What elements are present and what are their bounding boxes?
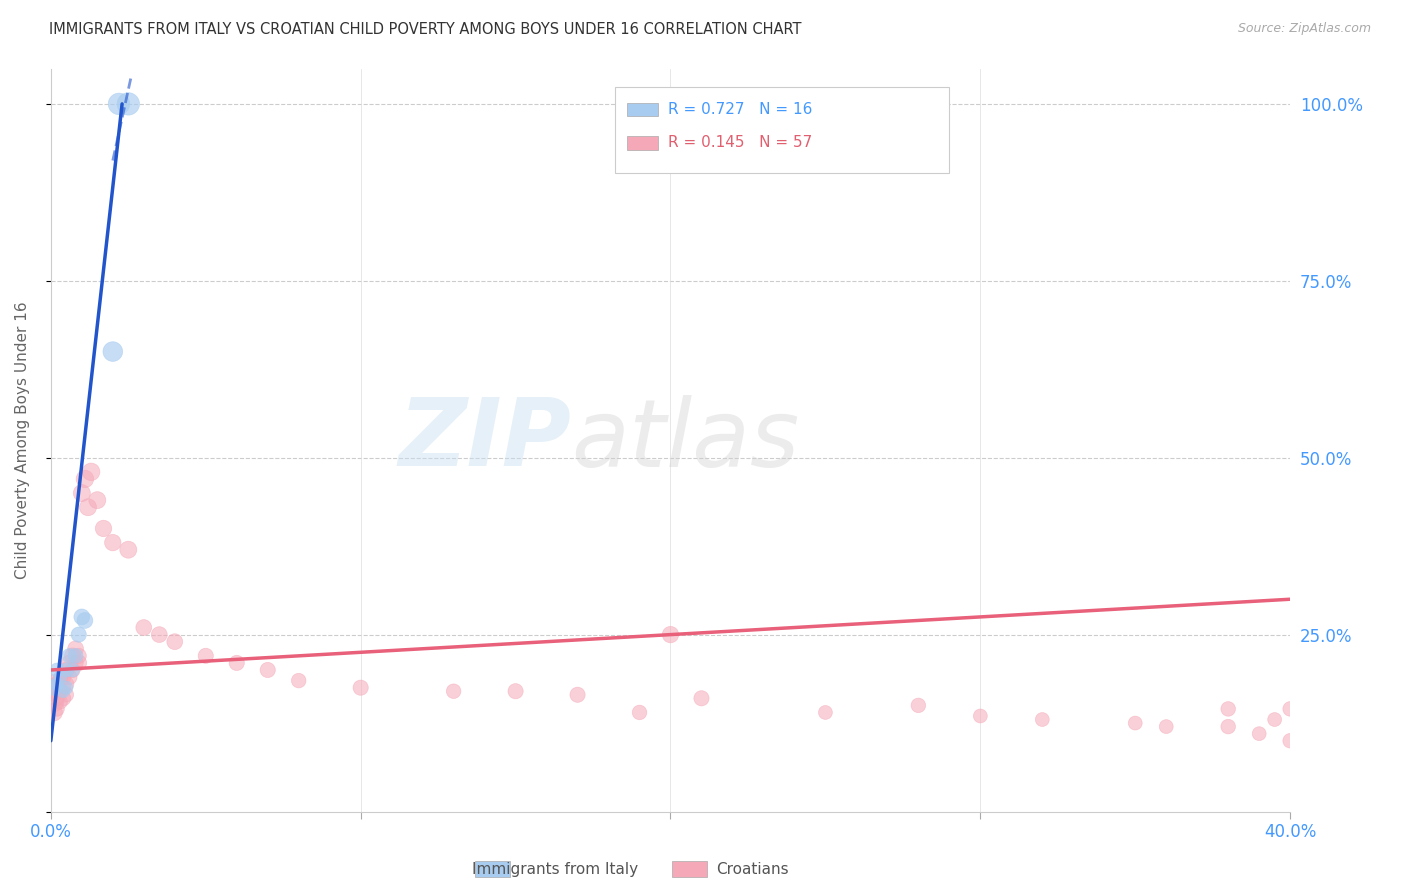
Point [65, 648, 87, 663]
Point [49, 684, 72, 698]
Point [46, 677, 69, 691]
Point [628, 706, 651, 720]
Point [256, 663, 278, 677]
Point [46, 702, 69, 716]
Point [907, 698, 929, 713]
Point [132, 621, 155, 635]
Point [46, 691, 69, 706]
Point [93, 521, 115, 535]
Point [1154, 720, 1177, 734]
Point [1249, 727, 1271, 741]
Point [350, 681, 373, 695]
Point [101, 535, 124, 549]
Point [1264, 713, 1286, 727]
Point [225, 656, 247, 670]
Point [73, 614, 96, 628]
Point [505, 684, 527, 698]
Point [52, 691, 75, 706]
Text: IMMIGRANTS FROM ITALY VS CROATIAN CHILD POVERTY AMONG BOYS UNDER 16 CORRELATION : IMMIGRANTS FROM ITALY VS CROATIAN CHILD … [49, 22, 801, 37]
Point [49, 670, 72, 684]
Text: ZIP: ZIP [398, 394, 571, 486]
Point [1279, 733, 1302, 747]
Point [86, 493, 108, 508]
Point [58, 656, 80, 670]
Point [46, 663, 69, 677]
Point [148, 627, 170, 641]
Point [49, 673, 72, 688]
Bar [627, 136, 658, 150]
Point [58, 648, 80, 663]
Point [690, 691, 713, 706]
Point [49, 695, 72, 709]
Bar [627, 103, 658, 116]
Point [163, 634, 186, 648]
Point [67, 656, 90, 670]
Point [1218, 702, 1240, 716]
Point [108, 96, 131, 111]
Point [659, 627, 682, 641]
Point [42, 695, 65, 709]
Point [70, 486, 93, 500]
Point [55, 681, 77, 695]
Text: Immigrants from Italy: Immigrants from Italy [472, 863, 638, 877]
Point [65, 641, 87, 656]
Text: Source: ZipAtlas.com: Source: ZipAtlas.com [1237, 22, 1371, 36]
Point [287, 673, 309, 688]
Point [194, 648, 217, 663]
Point [55, 663, 77, 677]
Point [62, 663, 84, 677]
Point [52, 681, 75, 695]
Point [62, 648, 84, 663]
Text: R = 0.145   N = 57: R = 0.145 N = 57 [668, 136, 813, 151]
Point [77, 500, 100, 515]
Point [1123, 716, 1146, 731]
Point [117, 96, 139, 111]
Point [567, 688, 589, 702]
Point [1218, 720, 1240, 734]
Point [117, 542, 139, 557]
Y-axis label: Child Poverty Among Boys Under 16: Child Poverty Among Boys Under 16 [15, 301, 30, 579]
Point [814, 706, 837, 720]
Point [52, 670, 75, 684]
Point [67, 627, 90, 641]
Text: Croatians: Croatians [716, 863, 789, 877]
Point [80, 465, 103, 479]
Bar [475, 861, 510, 877]
Point [1279, 702, 1302, 716]
Point [969, 709, 991, 723]
Point [73, 472, 96, 486]
Point [42, 681, 65, 695]
Text: atlas: atlas [571, 394, 800, 485]
Text: R = 0.727   N = 16: R = 0.727 N = 16 [668, 102, 813, 117]
Point [1031, 713, 1053, 727]
Point [62, 663, 84, 677]
Point [42, 706, 65, 720]
Point [55, 677, 77, 691]
Point [443, 684, 465, 698]
Point [52, 684, 75, 698]
Point [58, 670, 80, 684]
FancyBboxPatch shape [614, 87, 949, 172]
Point [67, 648, 90, 663]
Point [65, 656, 87, 670]
Point [70, 610, 93, 624]
Point [42, 681, 65, 695]
Point [55, 663, 77, 677]
Point [101, 344, 124, 359]
Point [55, 688, 77, 702]
Point [46, 677, 69, 691]
Bar [672, 861, 707, 877]
